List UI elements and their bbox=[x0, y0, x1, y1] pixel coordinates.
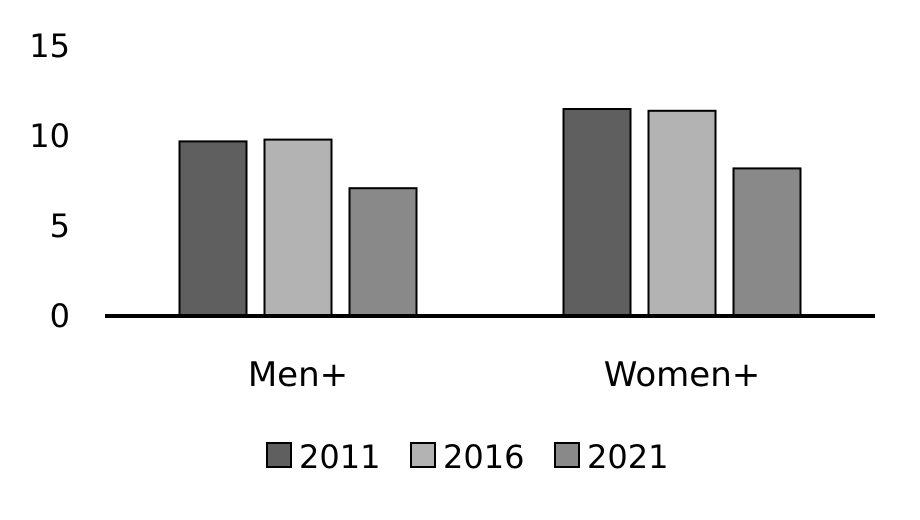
legend-swatch-2011 bbox=[266, 442, 292, 468]
y-tick-label: 10 bbox=[29, 117, 70, 155]
legend-label-2011: 2011 bbox=[299, 438, 380, 476]
bar-2011-women bbox=[562, 108, 632, 317]
y-tick-label: 15 bbox=[29, 27, 70, 65]
bar-2016-men bbox=[263, 138, 333, 317]
x-category-label: Women+ bbox=[604, 355, 761, 395]
legend-label-2021: 2021 bbox=[587, 438, 668, 476]
legend-swatch-2016 bbox=[410, 442, 436, 468]
bar-2016-women bbox=[647, 109, 717, 317]
y-tick-label: 0 bbox=[50, 297, 70, 335]
legend-label-2016: 2016 bbox=[443, 438, 524, 476]
x-category-label: Men+ bbox=[248, 355, 348, 395]
bar-2021-men bbox=[348, 187, 418, 317]
legend-swatch-2021 bbox=[554, 442, 580, 468]
y-tick-label: 5 bbox=[50, 207, 70, 245]
bar-2011-men bbox=[178, 140, 248, 317]
bar-2021-women bbox=[732, 167, 802, 317]
